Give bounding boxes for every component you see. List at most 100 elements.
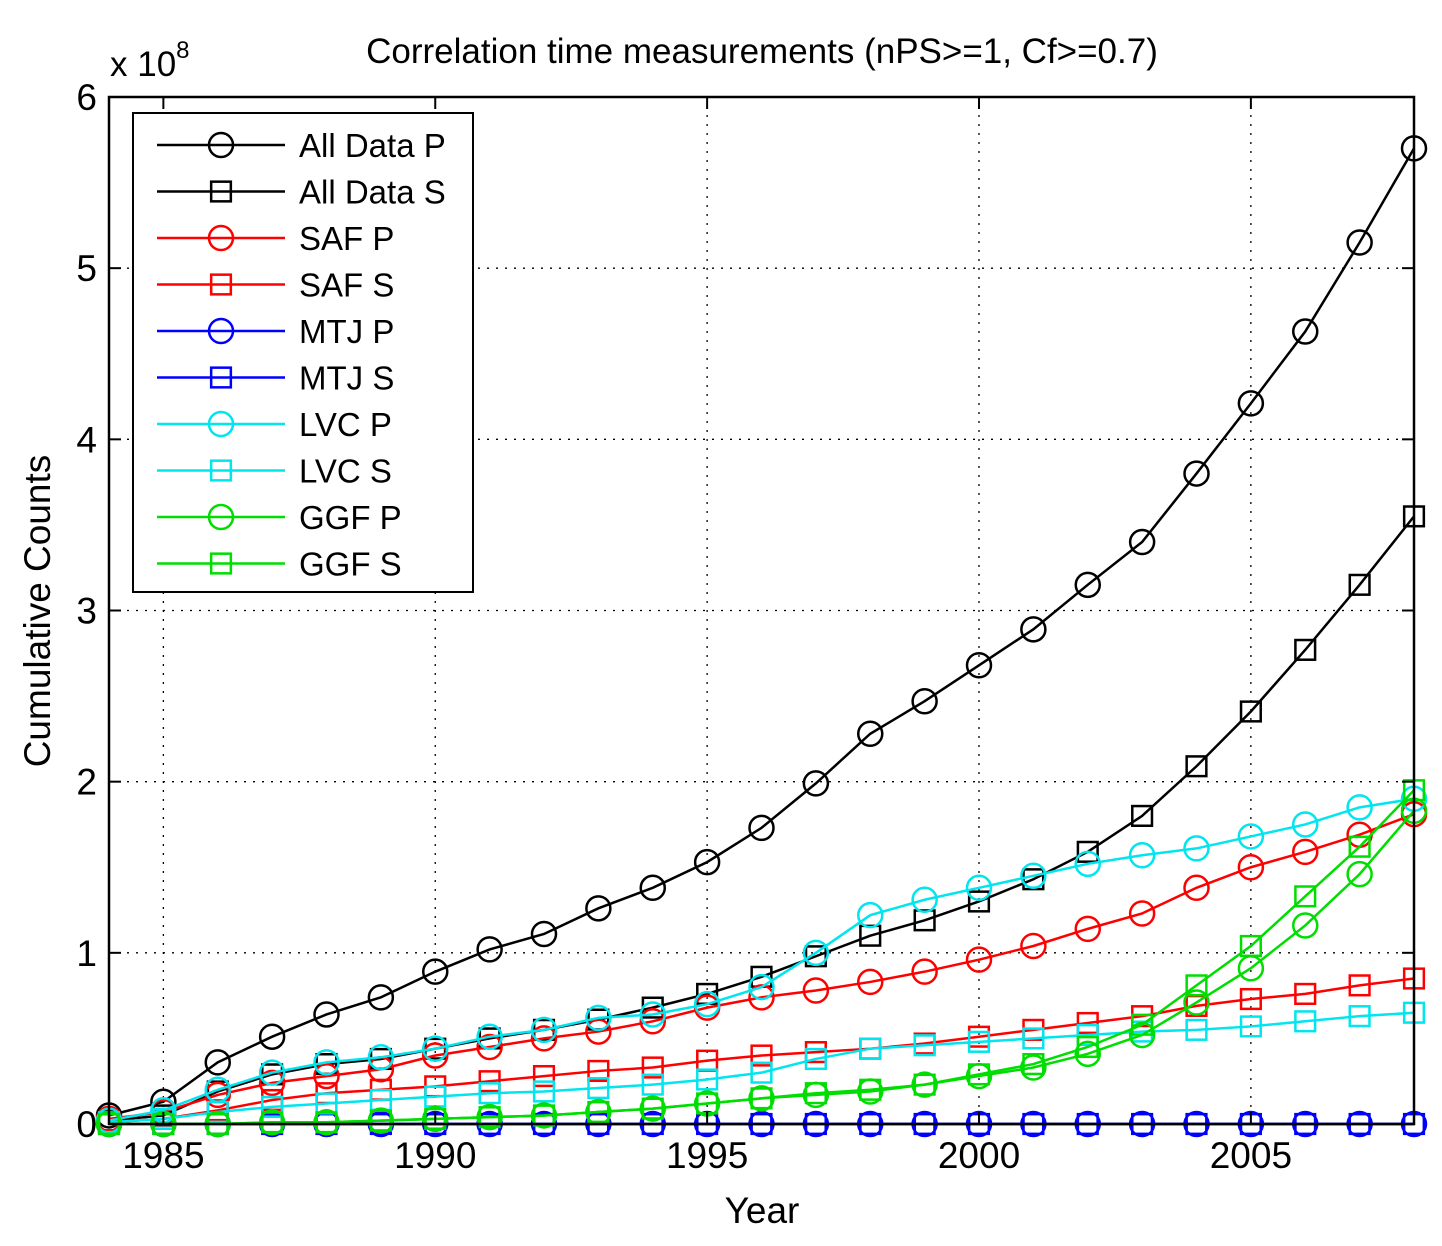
data-point-lvc-p [1237,823,1265,850]
data-point-ggf-p [1183,989,1210,1016]
data-point-saf-s [750,1044,773,1067]
data-point-all-data-p [585,895,612,922]
data-point-lvc-p [530,1016,558,1044]
data-point-saf-p [911,958,938,985]
data-point-ggf-p [1074,1040,1101,1068]
data-point-ggf-s [1131,1013,1154,1036]
data-point-all-data-p [367,984,395,1011]
data-point-lvc-p [965,874,993,902]
legend-box [132,112,474,593]
legend-item-mtj-p: MTJ P [157,313,394,350]
series-line-all-data-p [108,147,1416,1117]
data-point-all-data-p [1020,616,1047,643]
ticks: 1985 1990 1995 2000 2005 0 1 2 3 4 5 6 [76,77,1414,1176]
data-point-lvc-p [1292,811,1319,838]
data-point-lvc-p [1020,862,1047,890]
legend-marker [207,317,235,345]
data-point-all-data-s [804,945,827,968]
data-point-all-data-s [1239,700,1262,723]
x-tick-label: 1985 [122,1135,204,1176]
data-point-ggf-s [1294,885,1317,908]
data-point-lvc-s [804,1047,827,1071]
data-point-lvc-s [1294,1010,1317,1033]
data-point-lvc-s [1348,1005,1371,1028]
data-point-all-data-p [530,920,558,948]
data-point-saf-p [857,968,884,996]
data-point-saf-p [1128,900,1156,927]
legend-label: MTJ S [299,360,394,397]
data-point-ggf-s [261,1111,284,1134]
data-point-lvc-s [206,1100,229,1124]
data-point-saf-p [802,977,830,1004]
series-line-lvc-p [108,797,1415,1122]
y-tick-label: 2 [76,762,97,803]
data-point-ggf-s [913,1073,936,1096]
y-tick-label: 4 [76,419,97,460]
data-point-all-data-p [911,687,938,715]
data-point-lvc-s [859,1037,882,1060]
data-point-lvc-s [478,1082,501,1105]
data-point-lvc-s [967,1030,991,1053]
data-point-saf-p [530,1025,558,1052]
y-tick-label: 5 [76,248,97,289]
data-point-lvc-p [585,1004,612,1032]
data-point-ggf-s [315,1111,338,1134]
data-point-ggf-s [967,1063,991,1086]
data-point-lvc-p [639,1001,666,1028]
legend-item-all-data-s: All Data S [157,174,446,211]
data-point-ggf-s [424,1107,447,1130]
data-point-all-data-p [258,1023,286,1050]
data-point-all-data-s [1294,638,1317,661]
legend-marker [209,273,233,296]
data-point-ggf-s [750,1087,773,1110]
data-point-lvc-s [587,1076,610,1100]
legend-item-saf-s: SAF S [157,267,394,304]
data-point-lvc-s [641,1073,664,1096]
series-all-data-p [95,135,1428,1129]
legend-marker [207,131,235,159]
data-point-all-data-s [1076,840,1099,863]
data-point-saf-p [1020,932,1047,960]
data-point-saf-s [1076,1011,1099,1035]
data-point-all-data-p [693,848,721,876]
data-point-lvc-p [911,886,938,914]
data-point-all-data-p [313,1001,340,1028]
y-multiplier-base: x 10 [110,45,176,84]
data-point-saf-p [476,1033,503,1061]
legend-item-mtj-s: MTJ S [157,360,394,397]
data-point-saf-p [1292,838,1319,866]
y-tick-label: 0 [76,1104,97,1145]
legend-marker [209,552,233,575]
data-point-lvc-s [1022,1027,1045,1050]
data-point-lvc-s [261,1095,284,1118]
legend-label: GGF P [299,499,402,536]
legend-item-lvc-s: LVC S [157,453,392,490]
data-point-lvc-s [1239,1015,1262,1038]
legend-label: MTJ P [299,313,394,350]
data-point-saf-s [1294,982,1317,1006]
data-point-lvc-p [258,1059,286,1086]
data-point-saf-p [1074,915,1101,943]
legend-item-lvc-p: LVC P [157,406,392,443]
series-line-ggf-s [109,789,1415,1126]
legend-label: SAF P [299,220,394,257]
x-tick-label: 2005 [1210,1135,1292,1176]
data-point-lvc-p [748,973,775,1001]
series-line-all-data-s [108,515,1415,1122]
data-point-saf-p [313,1062,340,1090]
y-multiplier-exponent: 8 [176,37,189,64]
legend-label: LVC P [299,406,392,443]
legend-item-ggf-s: GGF S [157,546,402,583]
data-point-ggf-s [641,1097,664,1120]
data-point-saf-p [422,1042,449,1069]
data-point-all-data-p [857,720,884,747]
data-point-lvc-p [693,990,721,1018]
legend-label: LVC S [299,453,392,490]
data-point-ggf-s [1022,1053,1045,1076]
legend-label: All Data S [299,174,446,211]
data-point-saf-s [641,1056,664,1079]
data-point-ggf-s [369,1109,392,1132]
data-point-lvc-p [1346,794,1373,821]
data-point-saf-p [748,984,775,1011]
